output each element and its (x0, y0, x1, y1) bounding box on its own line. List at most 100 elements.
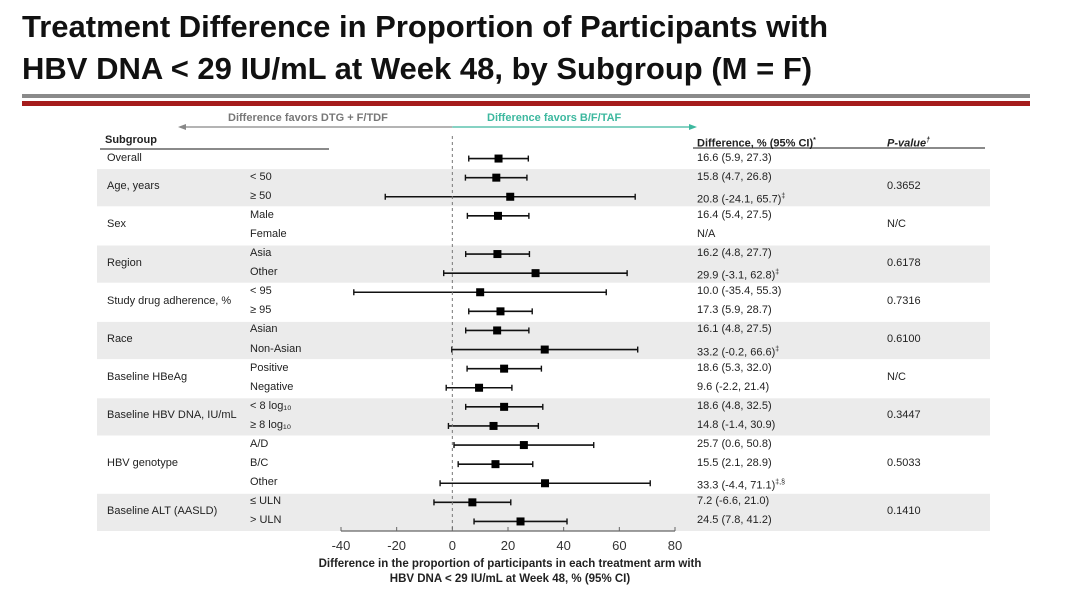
subgroup-name: Baseline ALT (AASLD) (107, 504, 218, 517)
x-tick-label: -40 (331, 538, 351, 553)
header-difference: Difference, % (95% CI)* (697, 134, 816, 151)
point-estimate (489, 421, 498, 430)
title-line-1: Treatment Difference in Proportion of Pa… (22, 9, 829, 44)
difference-ci: 17.3 (5.9, 28.7) (697, 304, 772, 317)
difference-ci: 33.3 (-4.4, 71.1)‡,§ (697, 476, 785, 493)
p-value: 0.1410 (887, 504, 921, 517)
p-value: N/C (887, 371, 906, 384)
header-difference-note: * (813, 137, 816, 144)
p-value: 0.3447 (887, 409, 921, 422)
point-estimate (468, 498, 477, 507)
point-estimate (491, 460, 500, 469)
header-pvalue-note: † (926, 137, 931, 144)
difference-text: 33.2 (-0.2, 66.6) (697, 346, 776, 359)
difference-text: 33.3 (-4.4, 71.1) (697, 479, 776, 492)
x-axis-label: Difference in the proportion of particip… (250, 557, 770, 587)
subgroup-name: Baseline HBV DNA, IU/mL (107, 409, 237, 422)
point-estimate (506, 192, 515, 201)
footnote-mark: ‡ (781, 192, 786, 200)
x-axis-label-line-1: Difference in the proportion of particip… (318, 558, 702, 570)
subgroup-level-label: Other (250, 266, 278, 279)
header-pvalue: P-value† (887, 134, 930, 151)
header-subgroup: Subgroup (105, 134, 157, 146)
subgroup-name: Region (107, 256, 142, 269)
subgroup-level-label: Female (250, 227, 287, 240)
difference-ci: 10.0 (-35.4, 55.3) (697, 285, 782, 298)
point-estimate (541, 479, 550, 488)
difference-ci: 16.2 (4.8, 27.7) (697, 247, 772, 260)
subgroup-level-label: ≥ 50 (250, 189, 272, 202)
group-band (97, 493, 990, 531)
favors-left-label: Difference favors DTG + F/TDF (228, 112, 388, 124)
header-pvalue-text: P-value (887, 137, 927, 150)
point-estimate (475, 383, 484, 392)
difference-ci: 15.8 (4.7, 26.8) (697, 170, 772, 183)
point-estimate (493, 211, 502, 220)
slide-title: Treatment Difference in Proportion of Pa… (22, 6, 828, 90)
subgroup-level-label: ≥ 95 (250, 304, 272, 317)
x-tick-label: 80 (667, 538, 683, 553)
footnote-mark: ‡,§ (775, 479, 786, 487)
p-value: 0.3652 (887, 180, 921, 193)
difference-ci: 9.6 (-2.2, 21.4) (697, 380, 770, 393)
difference-ci: 25.7 (0.6, 50.8) (697, 438, 772, 451)
subgroup-name: Study drug adherence, % (107, 294, 232, 307)
p-value: 0.7316 (887, 294, 921, 307)
subgroup-level-label: Asian (250, 323, 278, 336)
x-tick-label: 20 (500, 538, 516, 553)
footnote-mark: ‡ (775, 269, 780, 277)
difference-ci: 33.2 (-0.2, 66.6)‡ (697, 343, 779, 360)
subgroup-level-label: ≤ ULN (250, 495, 282, 508)
subgroup-level-label: < 8 log₁₀ (250, 399, 292, 412)
x-tick-label: 60 (612, 538, 627, 553)
subgroup-name: HBV genotype (107, 457, 178, 470)
point-estimate (493, 326, 502, 335)
x-tick-label: 0 (448, 538, 456, 553)
point-estimate (494, 154, 503, 163)
difference-ci: 16.4 (5.4, 27.5) (697, 208, 772, 221)
p-value: N/C (887, 218, 906, 231)
subgroup-level-label: ≥ 8 log₁₀ (250, 418, 292, 431)
subgroup-level-label: < 50 (250, 170, 272, 183)
point-estimate (493, 250, 502, 259)
subgroup-name: Race (107, 333, 133, 345)
difference-ci: 18.6 (4.8, 32.5) (697, 399, 772, 412)
subgroup-name: Baseline HBeAg (107, 371, 188, 384)
difference-ci: 18.6 (5.3, 32.0) (697, 361, 772, 374)
title-rule-red (22, 101, 1030, 106)
subgroup-level-label: Male (250, 208, 274, 221)
header-difference-text: Difference, % (95% CI) (697, 137, 814, 150)
subgroup-name: Overall (107, 151, 142, 164)
point-estimate (531, 269, 540, 278)
difference-ci: 20.8 (-24.1, 65.7)‡ (697, 190, 785, 207)
favors-right-arrowhead (689, 124, 697, 130)
x-axis-label-line-2: HBV DNA < 29 IU/mL at Week 48, % (95% CI… (389, 573, 631, 585)
subgroup-name: Age, years (107, 180, 160, 193)
subgroup-level-label: Positive (250, 361, 289, 374)
subgroup-level-label: Negative (250, 380, 294, 393)
point-estimate (500, 364, 509, 373)
p-value: 0.6100 (887, 333, 921, 345)
footnote-mark: ‡ (775, 345, 780, 353)
difference-text: 20.8 (-24.1, 65.7) (697, 193, 782, 206)
difference-ci: 16.1 (4.8, 27.5) (697, 323, 772, 336)
favors-left-arrowhead (178, 124, 186, 130)
x-tick-label: 40 (556, 538, 571, 553)
point-estimate (519, 441, 528, 450)
subgroup-level-label: Asia (250, 247, 272, 260)
point-estimate (476, 288, 485, 297)
p-value: 0.5033 (887, 457, 921, 470)
point-estimate (496, 307, 505, 316)
row-bands (97, 169, 990, 531)
subgroup-level-label: Other (250, 476, 278, 489)
subgroup-level-label: A/D (250, 438, 269, 451)
title-line-2: HBV DNA < 29 IU/mL at Week 48, by Subgro… (22, 51, 813, 86)
x-tick-label: -20 (387, 538, 407, 553)
group-band (97, 398, 990, 436)
group-band (97, 245, 990, 283)
difference-ci: 16.6 (5.9, 27.3) (697, 151, 772, 164)
subgroup-level-label: < 95 (250, 285, 272, 298)
difference-ci: 29.9 (-3.1, 62.8)‡ (697, 266, 779, 283)
point-estimate (516, 517, 525, 526)
